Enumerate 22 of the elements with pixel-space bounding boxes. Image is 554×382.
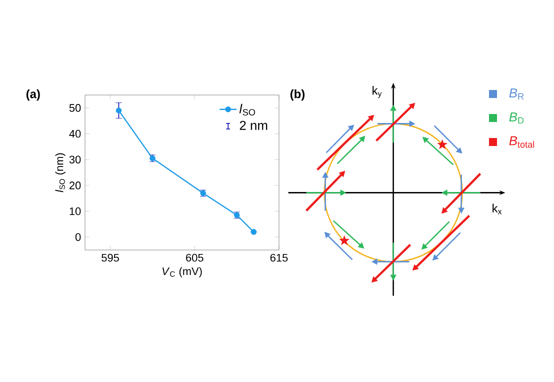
annotation: 2 nm [240,120,268,130]
y-axis-title: l$_{SO}$ (nm) [55,153,66,192]
legend-label: B$_{D}$ [509,112,524,124]
y-tick-label: 20 [70,182,81,190]
text: k$_{y}$ [372,86,382,98]
text: (b) [290,89,305,101]
text: k$_{x}$ [492,204,502,214]
point [116,108,122,114]
legend-label: B$_{total}$ [509,136,534,148]
y-tick-label: 30 [69,156,81,164]
y-tick-label: 0 [75,233,81,241]
x-tick-label: 615 [270,254,288,262]
x-tick-label: 595 [102,254,119,262]
x-axis-title: V$_{C}$ (mV) [162,267,202,278]
y-tick-label: 10 [70,207,81,216]
x-tick-label: 605 [186,254,204,262]
y-tick-label: 50 [69,104,81,112]
legend-label: l$_{SO}$ [239,104,256,116]
chart-title: (a) [26,89,40,101]
legend-label: B$_{R}$ [509,88,524,100]
y-tick-label: 40 [69,130,81,138]
point [250,229,257,235]
